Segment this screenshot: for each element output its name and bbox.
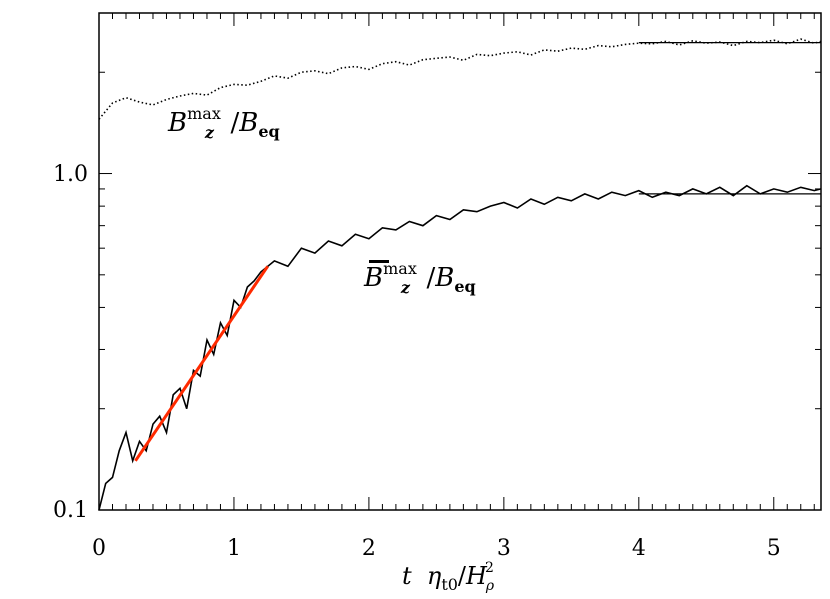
x-tick-label: 2 [362, 536, 376, 561]
x-axis-label: t ηt0/H2ρ [402, 560, 495, 594]
x-tick-label: 3 [497, 536, 511, 561]
label-bz-max: Bmaxz /Beq [168, 104, 280, 142]
x-tick-label: 4 [632, 536, 646, 561]
label-mean-bz-max: Bmaxz /Beq [364, 259, 476, 297]
plot-frame [98, 12, 822, 511]
y-tick-label: 1.0 [53, 162, 88, 187]
x-tick-label: 0 [92, 536, 106, 561]
x-tick-label: 5 [767, 536, 781, 561]
x-tick-label: 1 [227, 536, 241, 561]
y-tick-label: 0.1 [53, 498, 88, 523]
overbar [369, 260, 389, 263]
growth-fit [134, 265, 269, 462]
series-mean-bz-max [98, 184, 822, 511]
